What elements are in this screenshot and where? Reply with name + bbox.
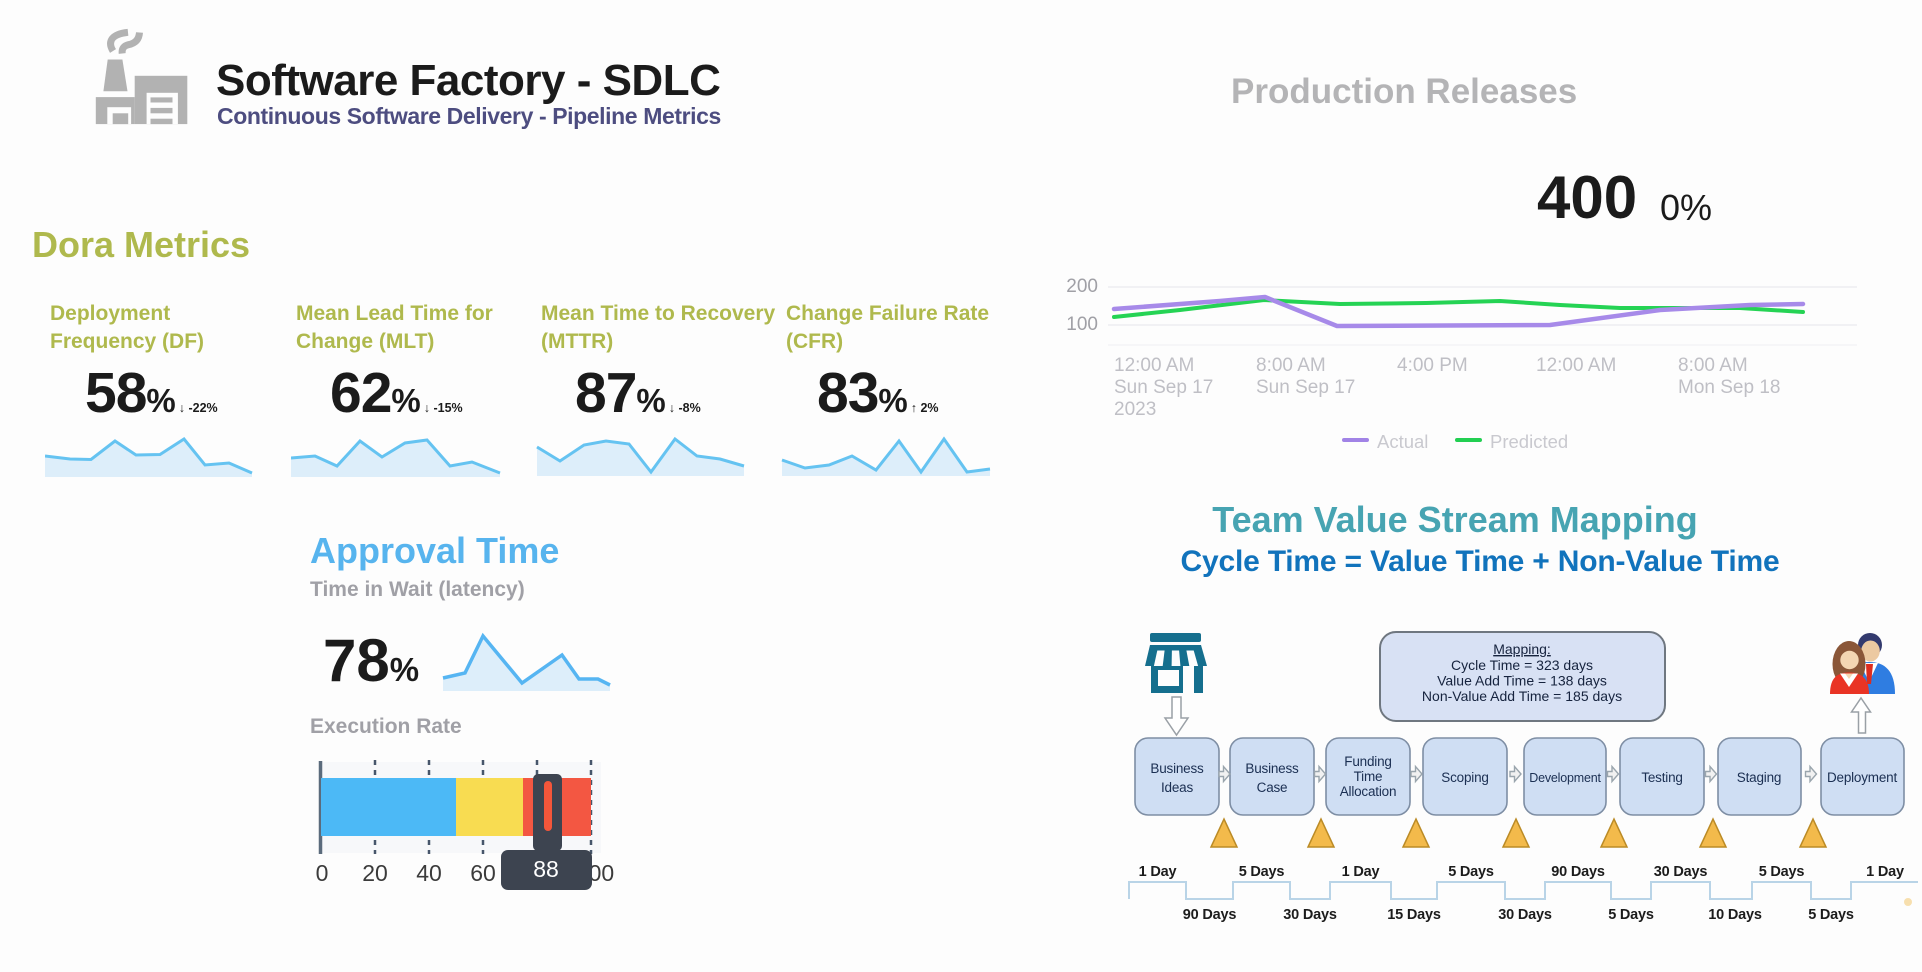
svg-text:Funding: Funding	[1344, 754, 1391, 769]
svg-text:5 Days: 5 Days	[1808, 907, 1854, 923]
svg-text:15 Days: 15 Days	[1387, 907, 1441, 923]
svg-text:Business: Business	[1150, 761, 1204, 776]
svg-text:Cycle Time = 323 days: Cycle Time = 323 days	[1451, 657, 1593, 673]
svg-text:5 Days: 5 Days	[1239, 864, 1285, 880]
svg-text:Time: Time	[1354, 769, 1383, 784]
svg-text:Case: Case	[1257, 780, 1288, 795]
svg-text:0: 0	[316, 860, 329, 886]
svg-text:10 Days: 10 Days	[1708, 907, 1762, 923]
svg-text:Testing: Testing	[1641, 770, 1682, 785]
svg-text:Ideas: Ideas	[1161, 780, 1193, 795]
svg-text:30 Days: 30 Days	[1654, 864, 1708, 880]
svg-text:Deployment: Deployment	[1827, 770, 1897, 785]
svg-text:5 Days: 5 Days	[1759, 864, 1805, 880]
svg-text:1 Day: 1 Day	[1342, 864, 1380, 880]
svg-text:40: 40	[416, 860, 442, 886]
svg-text:Business: Business	[1245, 761, 1299, 776]
svg-text:Development: Development	[1529, 771, 1601, 785]
svg-text:20: 20	[362, 860, 388, 886]
svg-text:5 Days: 5 Days	[1448, 864, 1494, 880]
svg-text:Allocation: Allocation	[1340, 784, 1397, 799]
svg-text:88: 88	[533, 856, 559, 882]
svg-text:Mapping:: Mapping:	[1493, 641, 1551, 657]
svg-text:90 Days: 90 Days	[1551, 864, 1605, 880]
svg-text:90 Days: 90 Days	[1183, 907, 1237, 923]
svg-text:5 Days: 5 Days	[1608, 907, 1654, 923]
svg-text:Scoping: Scoping	[1441, 770, 1488, 785]
svg-text:Non-Value Add Time = 185 days: Non-Value Add Time = 185 days	[1422, 688, 1622, 704]
svg-text:1 Day: 1 Day	[1866, 864, 1904, 880]
svg-text:Value Add Time = 138 days: Value Add Time = 138 days	[1437, 673, 1607, 689]
svg-text:Staging: Staging	[1737, 770, 1781, 785]
svg-text:60: 60	[470, 860, 496, 886]
svg-text:1 Day: 1 Day	[1139, 864, 1177, 880]
svg-text:30 Days: 30 Days	[1498, 907, 1552, 923]
svg-text:30 Days: 30 Days	[1283, 907, 1337, 923]
